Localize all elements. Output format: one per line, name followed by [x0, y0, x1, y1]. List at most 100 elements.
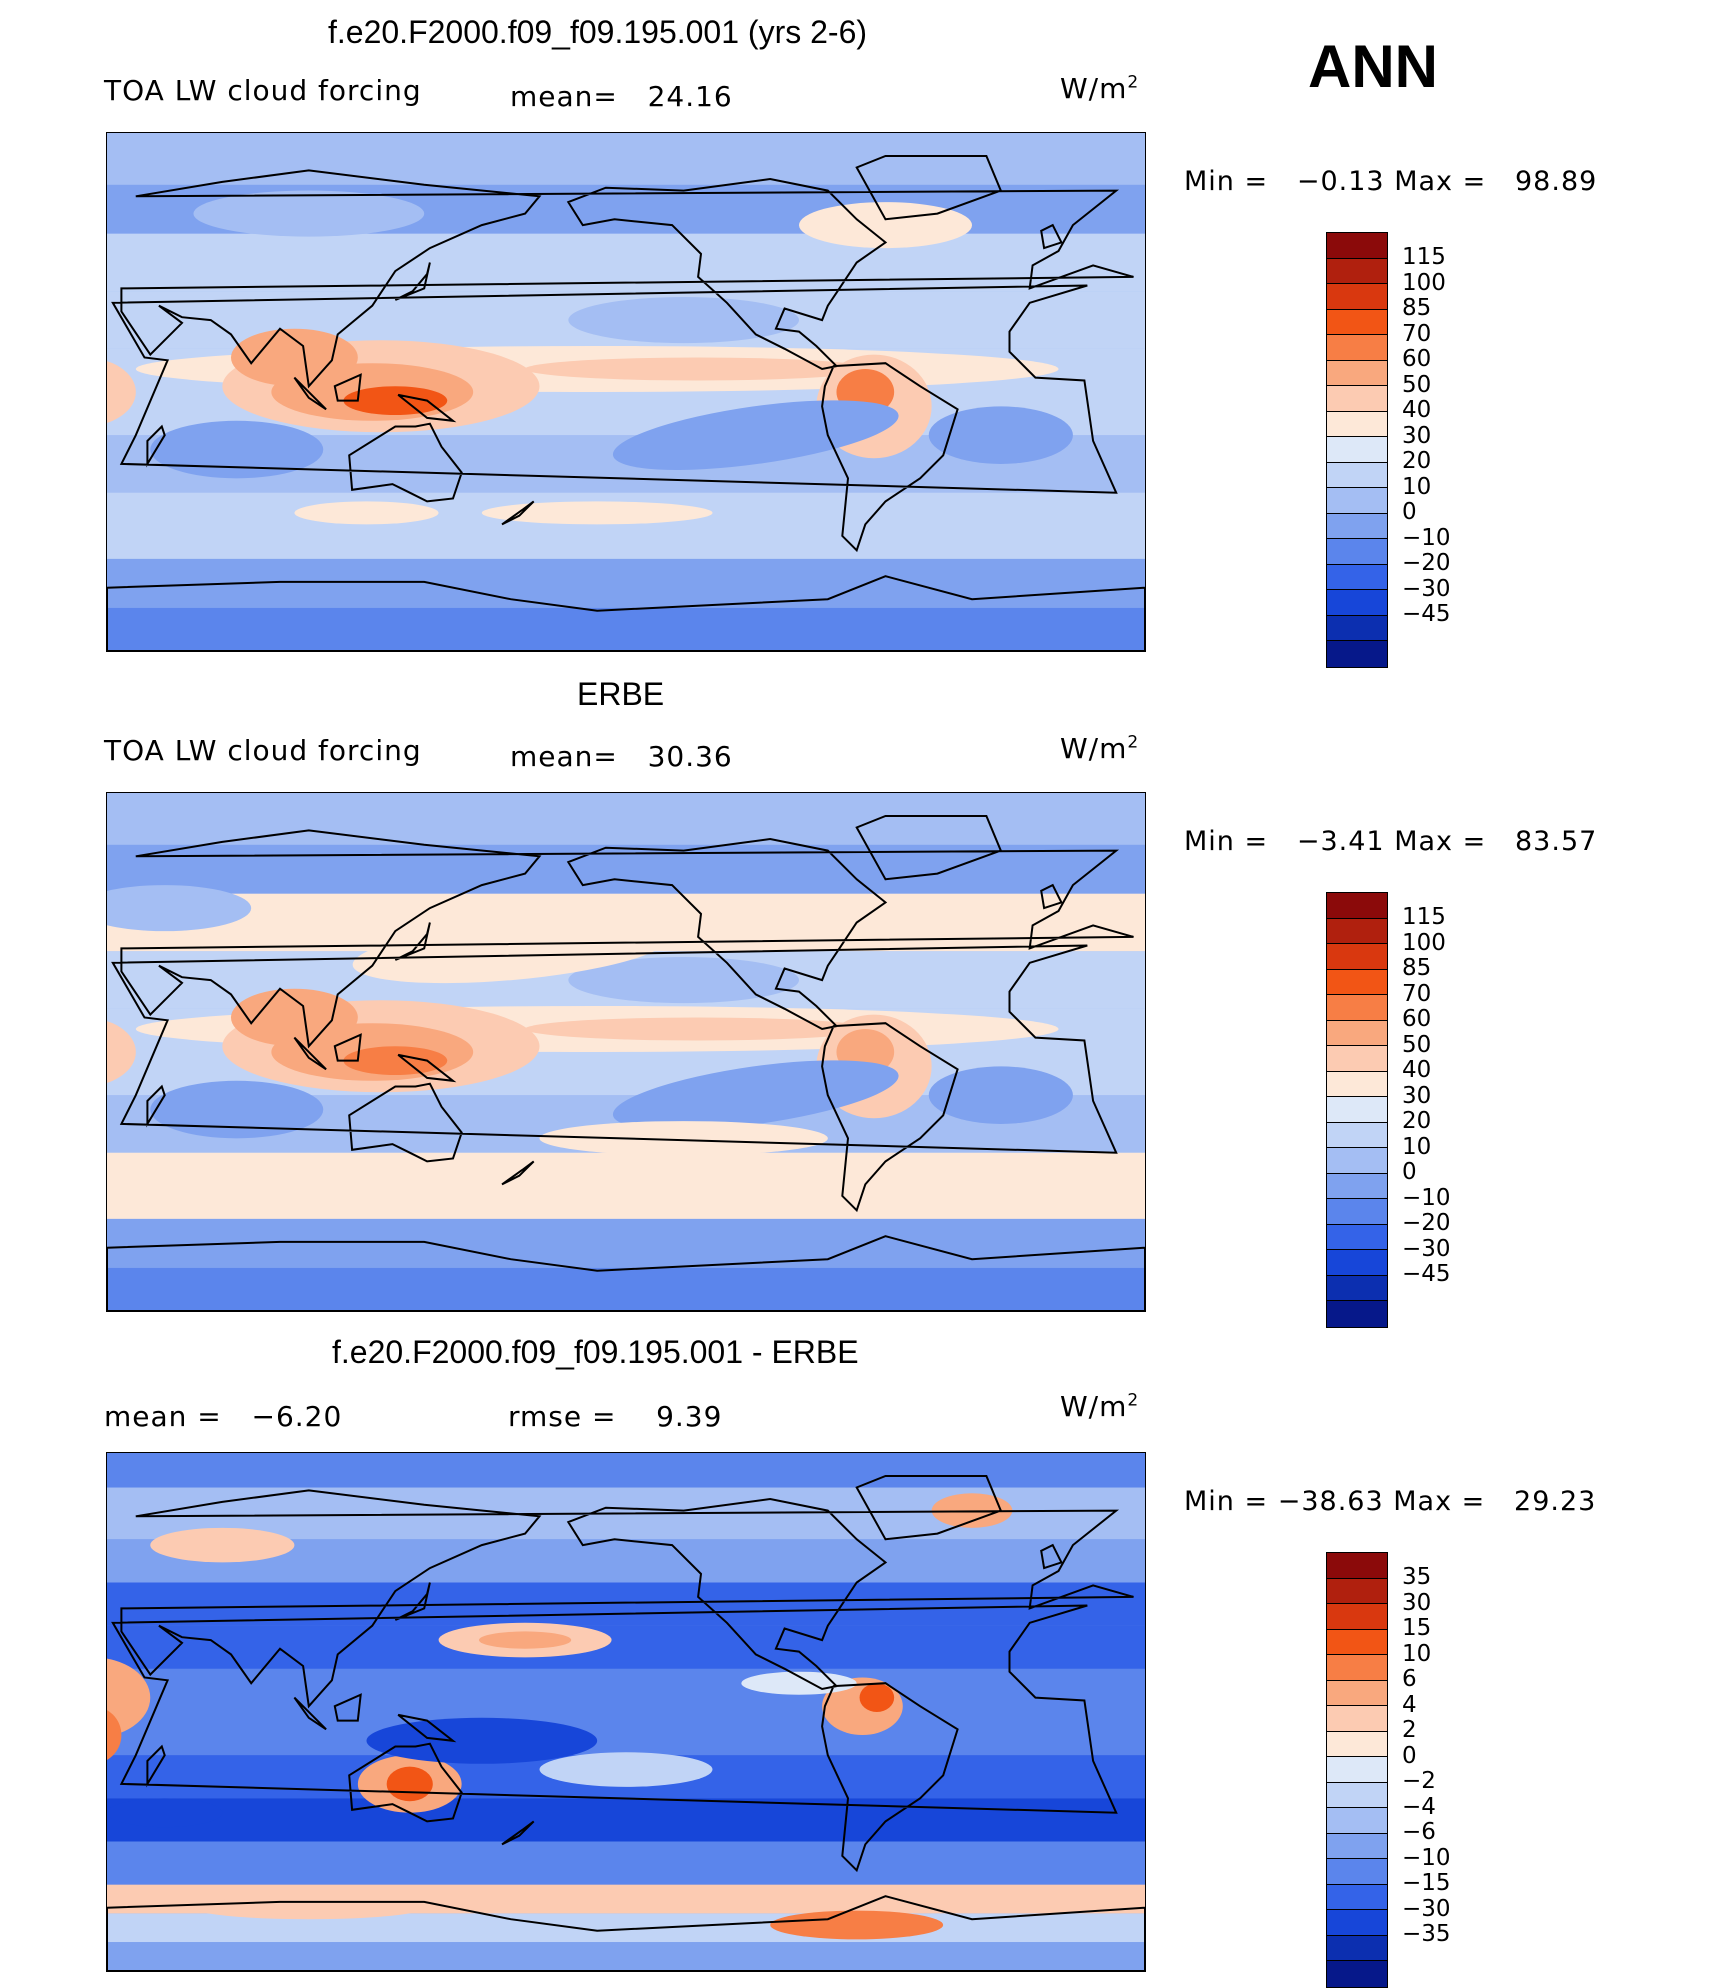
mean-label-obs: mean= 30.36 — [510, 740, 733, 773]
colorbar-tick-label: −10 — [1402, 524, 1451, 551]
min-key: Min = — [1184, 1486, 1269, 1517]
max-value: 29.23 — [1514, 1486, 1597, 1517]
colorbar-swatch — [1327, 1884, 1387, 1910]
contour-region — [568, 297, 799, 344]
max-key: Max = — [1394, 166, 1487, 197]
colorbar-swatch — [1327, 360, 1387, 386]
colorbar-swatch — [1327, 1935, 1387, 1961]
colorbar-swatch — [1327, 995, 1387, 1021]
colorbar-tick-label: −10 — [1402, 1844, 1451, 1871]
colorbar-tick-label: −45 — [1402, 1261, 1451, 1287]
contour-region — [294, 501, 439, 525]
colorbar-swatch — [1327, 1782, 1387, 1808]
contour-region — [568, 957, 799, 1004]
contour-region — [343, 386, 448, 416]
colorbar-tick-label: 0 — [1402, 499, 1417, 525]
colorbar-tick-label: 20 — [1402, 1108, 1432, 1134]
colorbar-swatch — [1327, 1122, 1387, 1148]
contour-region — [193, 1896, 425, 1920]
colorbar-swatch — [1327, 284, 1387, 310]
units-exp: 2 — [1127, 72, 1140, 93]
map-obs — [106, 792, 1146, 1312]
colorbar-tick-label: −4 — [1402, 1793, 1436, 1820]
contour-region — [539, 1121, 828, 1156]
colorbar-tick-label: −45 — [1402, 601, 1451, 627]
contour-region — [107, 885, 252, 932]
colorbar-swatch — [1327, 1250, 1387, 1276]
colorbar-tick-label: 40 — [1402, 1057, 1432, 1083]
colorbar-swatch — [1327, 386, 1387, 412]
colorbar-swatch — [1327, 918, 1387, 944]
contour-region — [107, 1658, 151, 1737]
colorbar-swatch — [1327, 1961, 1387, 1987]
units-exp: 2 — [1127, 732, 1140, 753]
colorbar-tick-label: 35 — [1402, 1564, 1432, 1590]
colorbar-tick-label: 70 — [1402, 320, 1432, 347]
contour-field — [107, 793, 1145, 1311]
colorbar-tick-label: 15 — [1402, 1615, 1432, 1641]
rmse-key: rmse = — [508, 1400, 617, 1433]
min-key: Min = — [1184, 826, 1269, 857]
colorbar-tick-label: 60 — [1402, 346, 1432, 372]
colorbar-swatch — [1327, 1706, 1387, 1732]
map-diff — [106, 1452, 1146, 1972]
minmax-diff: Min = −38.63 Max = 29.23 — [1184, 1486, 1596, 1517]
contour-region — [343, 1046, 448, 1076]
panel-title-model: f.e20.F2000.f09_f09.195.001 (yrs 2-6) — [328, 14, 868, 50]
contour-region — [107, 1710, 122, 1760]
contour-field — [107, 1453, 1145, 1971]
mean-key: mean = — [104, 1400, 222, 1433]
colorbar-swatch — [1327, 488, 1387, 514]
contour-region — [481, 501, 713, 525]
colorbar-swatch — [1327, 233, 1387, 259]
colorbar-tick-label: −2 — [1402, 1768, 1436, 1794]
contour-region — [352, 919, 669, 984]
contour-region — [230, 328, 358, 387]
colorbar-tick-label: 0 — [1402, 1159, 1417, 1185]
colorbar-swatch — [1327, 309, 1387, 335]
colorbar-tick-label: 100 — [1402, 269, 1446, 296]
colorbar-tick-label: 70 — [1402, 980, 1432, 1007]
contour-region — [525, 357, 872, 381]
colorbar-swatch — [1327, 1020, 1387, 1046]
contour-band — [107, 1942, 1145, 1971]
contour-band — [107, 1625, 1145, 1669]
units-exp: 2 — [1127, 1390, 1140, 1411]
colorbar-swatch — [1327, 335, 1387, 361]
contour-band — [107, 1841, 1145, 1885]
units-base: W/m — [1060, 732, 1128, 765]
contour-region — [193, 190, 425, 237]
units-base: W/m — [1060, 72, 1128, 105]
colorbar-tick-label: 20 — [1402, 448, 1432, 474]
colorbar-swatch — [1327, 1097, 1387, 1123]
colorbar-tick-label: 50 — [1402, 371, 1432, 398]
min-key: Min = — [1184, 166, 1269, 197]
contour-region — [770, 1910, 944, 1940]
mean-key: mean= — [510, 80, 618, 113]
map-model — [106, 132, 1146, 652]
contour-region — [612, 1060, 899, 1131]
colorbar-swatch — [1327, 1071, 1387, 1097]
colorbar-diff — [1326, 1552, 1388, 1988]
contour-band — [107, 1582, 1145, 1626]
contour-region — [107, 1798, 223, 1828]
contour-region — [366, 1717, 598, 1764]
colorbar-swatch — [1327, 1173, 1387, 1199]
colorbar-swatch — [1327, 1578, 1387, 1604]
max-key: Max = — [1393, 1486, 1486, 1517]
colorbar-tick-label: 2 — [1402, 1717, 1417, 1743]
colorbar-swatch — [1327, 615, 1387, 641]
coastline — [107, 1475, 1145, 1971]
colorbar-tick-label: −20 — [1402, 1210, 1451, 1236]
units-label-diff: W/m2 — [1060, 1390, 1139, 1423]
contour-band — [107, 1668, 1145, 1756]
contour-region — [928, 1066, 1073, 1124]
colorbar-tick-label: −30 — [1402, 1895, 1451, 1922]
colorbar-swatch — [1327, 1046, 1387, 1072]
colorbar-swatch — [1327, 1301, 1387, 1327]
colorbar-tick-label: 10 — [1402, 1133, 1432, 1160]
mean-value: −6.20 — [251, 1400, 343, 1433]
contour-region — [230, 988, 358, 1047]
colorbar-swatch — [1327, 1629, 1387, 1655]
contour-region — [107, 361, 136, 423]
